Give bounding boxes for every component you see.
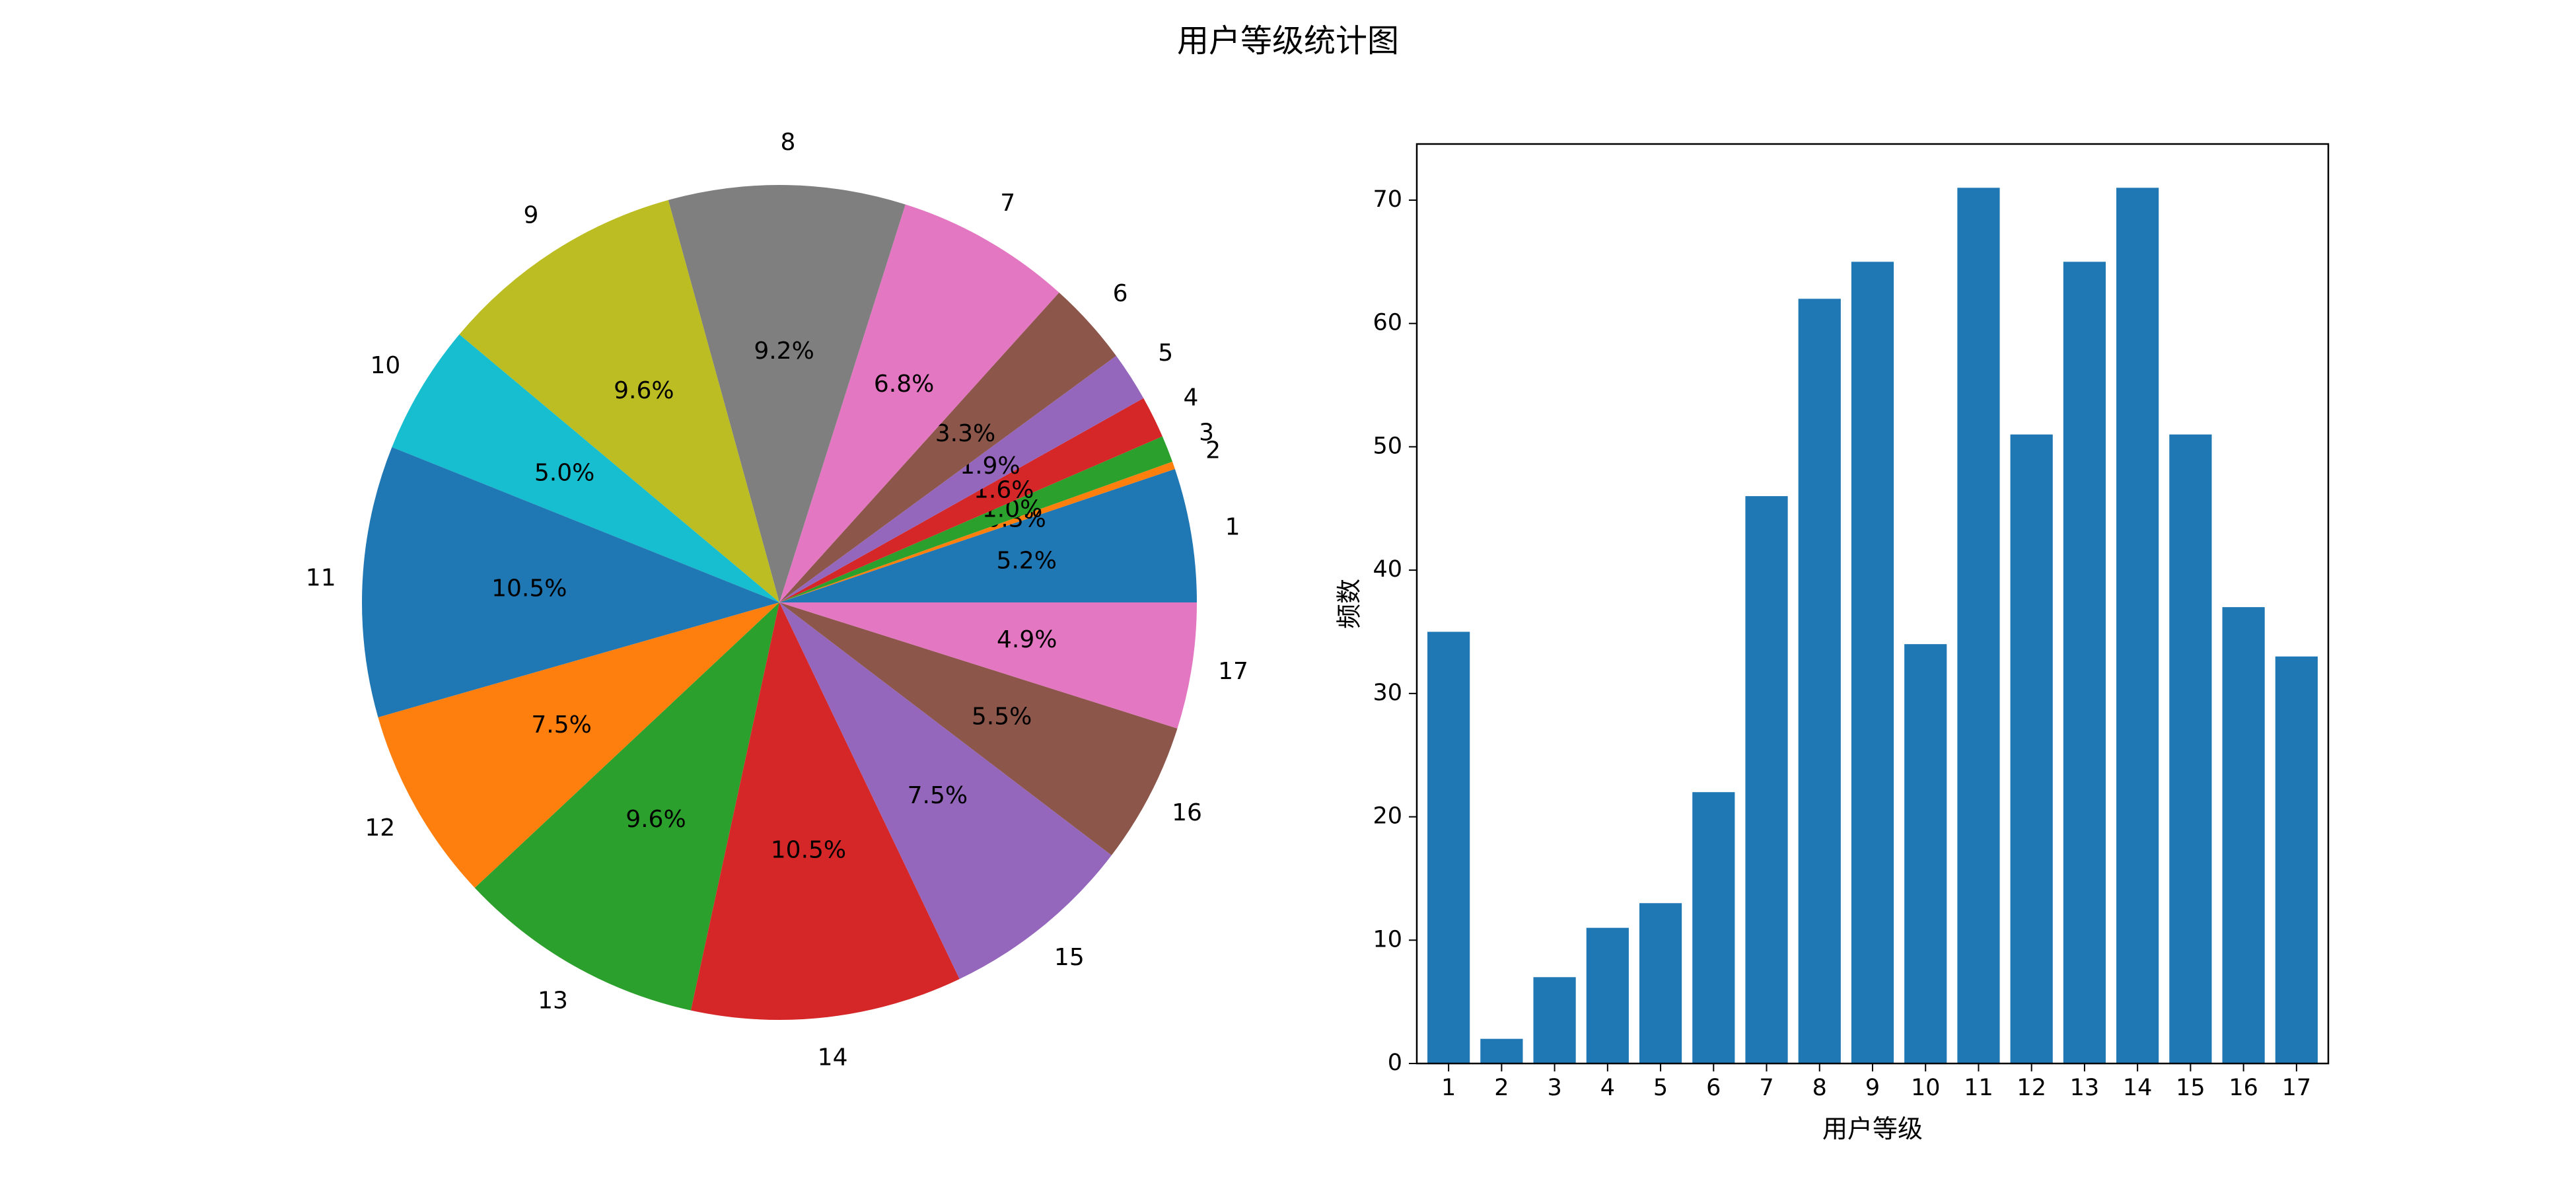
pie-slice-12 (378, 602, 779, 888)
bar-axes-frame (1415, 143, 2330, 1065)
y-tick-label-20: 20 (1373, 803, 1402, 830)
figure-title: 用户等级统计图 (1176, 22, 1399, 59)
y-axis-label: 频数 (1335, 579, 1364, 629)
pie-category-label-17: 17 (1218, 658, 1248, 685)
x-tick-label-17: 17 (2282, 1075, 2312, 1101)
pie-slice-3 (779, 436, 1172, 602)
x-tick-label-12: 12 (2017, 1075, 2046, 1101)
bar-6 (1692, 792, 1735, 1063)
bar-9 (1851, 262, 1894, 1063)
pie-slice-2 (779, 461, 1175, 602)
pie-category-label-5: 5 (1158, 340, 1173, 367)
x-tick-label-16: 16 (2229, 1075, 2258, 1101)
pie-category-label-7: 7 (1000, 190, 1015, 217)
pie-slice-8 (668, 185, 906, 602)
pie-percent-label-12: 7.5% (531, 711, 591, 739)
bar-7 (1745, 496, 1788, 1063)
pie-category-label-2: 2 (1205, 437, 1221, 464)
pie-percent-label-6: 3.3% (935, 420, 995, 447)
pie-percent-label-8: 9.2% (754, 338, 814, 365)
pie-percent-label-14: 10.5% (771, 837, 846, 864)
pie-slice-16 (779, 602, 1178, 855)
pie-category-label-10: 10 (370, 352, 400, 379)
pie-category-label-3: 3 (1199, 419, 1214, 446)
pie-percent-label-10: 5.0% (534, 459, 594, 486)
y-tick-label-0: 0 (1388, 1050, 1402, 1076)
pie-category-label-16: 16 (1172, 799, 1202, 826)
pie-percent-label-11: 10.5% (491, 575, 567, 602)
bar-10 (1904, 644, 1947, 1063)
pie-category-label-12: 12 (365, 814, 395, 842)
y-tick-label-10: 10 (1373, 926, 1402, 953)
x-tick-label-8: 8 (1812, 1075, 1827, 1101)
x-tick-label-7: 7 (1759, 1075, 1773, 1101)
pie-slice-7 (779, 204, 1059, 602)
pie-percent-label-13: 9.6% (626, 806, 686, 833)
pie-percent-label-17: 4.9% (997, 626, 1057, 653)
bar-chart: 1 2 3 4 5 6 7 8 9 10 11 12 13 14 15 16 17010203040506070… (1335, 143, 2330, 1143)
pie-slice-11 (362, 447, 779, 717)
bar-13 (2063, 262, 2106, 1063)
bar-15 (2169, 434, 2212, 1063)
bar-12 (2010, 434, 2053, 1063)
x-axis-label: 用户等级 (1822, 1114, 1923, 1143)
x-tick-label-2: 2 (1494, 1075, 1509, 1101)
pie-slice-13 (474, 602, 779, 1011)
pie-slice-17 (779, 602, 1197, 729)
pie-slice-14 (690, 602, 960, 1020)
pie-category-label-6: 6 (1113, 280, 1128, 307)
pie-category-label-14: 14 (818, 1044, 848, 1071)
bar-1 (1427, 631, 1470, 1063)
x-tick-label-6: 6 (1706, 1075, 1721, 1101)
pie-category-label-4: 4 (1183, 384, 1198, 411)
x-tick-label-9: 9 (1865, 1075, 1880, 1101)
bar-14 (2116, 188, 2159, 1063)
x-tick-label-5: 5 (1653, 1075, 1668, 1101)
x-tick-label-10: 10 (1911, 1075, 1941, 1101)
y-tick-label-30: 30 (1373, 680, 1402, 706)
pie-slice-15 (779, 602, 1112, 980)
pie-category-label-1: 1 (1225, 513, 1240, 540)
bar-11 (1957, 188, 2000, 1063)
bar-5 (1639, 903, 1682, 1063)
x-tick-label-14: 14 (2123, 1075, 2153, 1101)
pie-percent-label-7: 6.8% (874, 371, 934, 398)
pie-percent-label-16: 5.5% (972, 703, 1032, 731)
pie-slice-5 (779, 355, 1144, 602)
y-tick-label-60: 60 (1373, 310, 1402, 336)
y-tick-label-40: 40 (1373, 556, 1402, 583)
bar-8 (1798, 299, 1841, 1064)
pie-slice-1 (779, 469, 1197, 602)
bar-3 (1533, 977, 1576, 1063)
bar-4 (1586, 927, 1629, 1063)
x-tick-label-15: 15 (2176, 1075, 2205, 1101)
pie-category-label-8: 8 (780, 129, 795, 156)
x-tick-label-13: 13 (2070, 1075, 2100, 1101)
pie-slice-4 (779, 398, 1163, 602)
x-tick-label-3: 3 (1547, 1075, 1561, 1101)
pie-slice-9 (459, 199, 779, 602)
x-tick-label-11: 11 (1964, 1075, 1993, 1101)
pie-percent-label-9: 9.6% (614, 377, 674, 404)
pie-category-label-15: 15 (1054, 944, 1085, 971)
bar-16 (2222, 607, 2265, 1063)
x-tick-label-1: 1 (1441, 1075, 1456, 1101)
pie-percent-label-15: 7.5% (908, 782, 968, 809)
pie-category-label-13: 13 (538, 988, 568, 1015)
pie-category-label-9: 9 (523, 201, 538, 229)
y-tick-label-50: 50 (1373, 433, 1402, 459)
y-tick-label-70: 70 (1373, 186, 1402, 213)
x-tick-label-4: 4 (1600, 1075, 1615, 1101)
bar-2 (1480, 1038, 1523, 1063)
pie-chart: 15.2%20.3%31.0%41.6%51.9%63.3%76.8%89.2%… (306, 129, 1248, 1071)
pie-percent-label-1: 5.2% (996, 548, 1056, 575)
bar-17 (2275, 656, 2318, 1063)
pie-slice-10 (392, 334, 779, 602)
pie-slice-6 (779, 292, 1116, 602)
pie-category-label-11: 11 (306, 564, 336, 591)
